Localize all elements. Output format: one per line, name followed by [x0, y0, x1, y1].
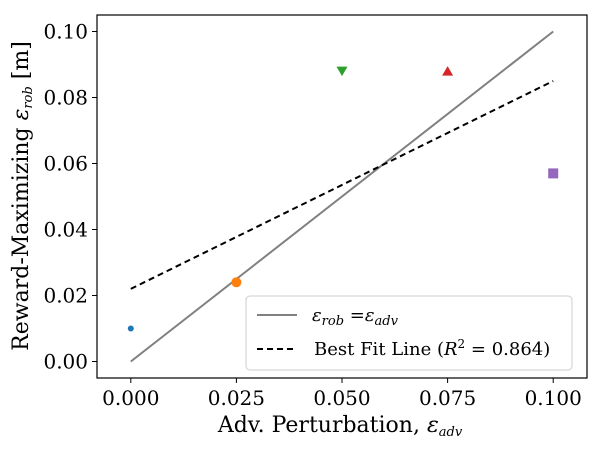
x-tick-label: 0.025 — [208, 386, 265, 410]
legend-fit-label: Best Fit Line (R2 = 0.864) — [314, 337, 550, 360]
data-point — [548, 168, 559, 179]
data-point — [336, 66, 348, 77]
legend: εrob =εadv Best Fit Line (R2 = 0.864) — [245, 295, 573, 371]
points-layer — [127, 66, 559, 332]
lines-layer — [130, 30, 554, 363]
x-axis: 0.000 0.025 0.050 0.075 0.100 — [102, 378, 582, 410]
y-tick-label: 0.02 — [43, 284, 88, 308]
x-tick-label: 0.100 — [525, 386, 582, 410]
y-tick-label: 0.06 — [43, 152, 88, 176]
data-point — [442, 66, 454, 76]
legend-identity-label: εrob =εadv — [312, 305, 399, 329]
x-axis-label: Adv. Perturbation, εadv — [217, 413, 463, 440]
y-tick-label: 0.00 — [43, 350, 88, 374]
x-tick-label: 0.075 — [419, 386, 476, 410]
data-point — [231, 277, 242, 288]
x-tick-label: 0.000 — [102, 386, 159, 410]
y-tick-label: 0.04 — [43, 218, 88, 242]
x-tick-label: 0.050 — [313, 386, 370, 410]
y-tick-label: 0.10 — [43, 20, 88, 44]
legend-box — [245, 295, 573, 371]
y-tick-label: 0.08 — [43, 86, 88, 110]
y-axis-label: Reward-Maximizing εrob [m] — [9, 41, 36, 351]
y-axis: 0.00 0.02 0.04 0.06 0.08 0.10 — [43, 20, 97, 374]
identity-line — [130, 30, 554, 363]
best-fit-line — [130, 80, 554, 290]
data-point — [127, 325, 134, 332]
